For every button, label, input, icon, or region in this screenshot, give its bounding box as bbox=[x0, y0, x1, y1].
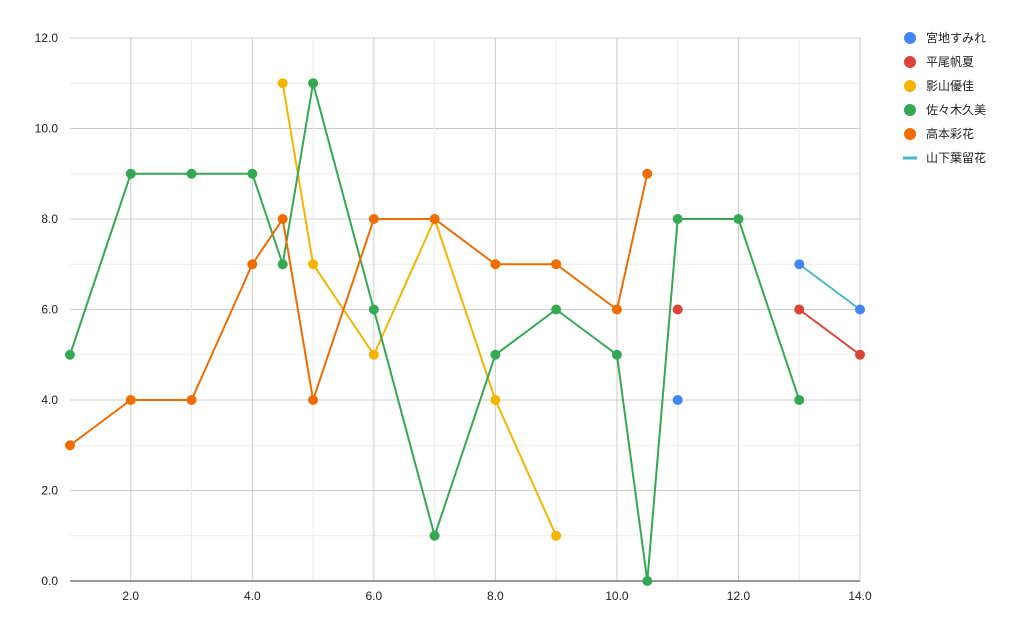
data-point-4 bbox=[642, 168, 653, 179]
legend-swatch bbox=[904, 56, 916, 68]
y-tick-label: 10.0 bbox=[35, 122, 59, 136]
y-tick-label: 4.0 bbox=[41, 393, 58, 407]
data-point-2 bbox=[308, 259, 319, 270]
legend-swatch bbox=[903, 156, 917, 160]
data-point-4 bbox=[368, 214, 379, 224]
data-point-3 bbox=[551, 304, 562, 315]
data-point-4 bbox=[125, 395, 136, 405]
series-line-2 bbox=[281, 83, 558, 537]
data-point-4 bbox=[429, 214, 440, 224]
legend-label: 山下葉留花 bbox=[926, 150, 986, 165]
x-tick-label: 10.0 bbox=[605, 589, 629, 603]
series-line-0 bbox=[798, 263, 861, 311]
series-line-4 bbox=[69, 173, 649, 447]
data-point-2 bbox=[551, 530, 562, 541]
y-tick-label: 0.0 bbox=[41, 574, 58, 588]
y-tick-label: 6.0 bbox=[41, 303, 58, 317]
legend-label: 宮地すみれ bbox=[926, 30, 986, 45]
data-point-2 bbox=[277, 78, 288, 89]
data-point-3 bbox=[65, 349, 75, 360]
data-point-4 bbox=[308, 395, 319, 405]
x-tick-label: 12.0 bbox=[727, 589, 751, 603]
data-point-4 bbox=[277, 214, 288, 224]
legend-swatch bbox=[904, 128, 916, 140]
data-point-1 bbox=[794, 304, 805, 315]
data-point-4 bbox=[611, 304, 622, 315]
data-point-3 bbox=[611, 349, 622, 360]
data-point-0 bbox=[672, 395, 683, 405]
data-point-3 bbox=[308, 78, 319, 89]
y-tick-label: 2.0 bbox=[41, 484, 58, 498]
series-line-1 bbox=[798, 308, 861, 356]
legend-label: 平尾帆夏 bbox=[926, 54, 974, 69]
tick-labels: 0.0 2.0 4.0 6.0 8.0 10.0 12.0 2.0 4.0 6.0 8.0 10.0 1… bbox=[35, 31, 872, 603]
legend-swatch bbox=[904, 104, 916, 116]
x-tick-label: 4.0 bbox=[244, 589, 261, 603]
data-point-0 bbox=[794, 259, 805, 270]
data-point-1 bbox=[855, 349, 865, 360]
y-tick-label: 8.0 bbox=[41, 212, 58, 226]
data-point-3 bbox=[642, 576, 653, 586]
data-point-4 bbox=[65, 440, 75, 451]
data-point-4 bbox=[490, 259, 501, 270]
data-point-1 bbox=[672, 304, 683, 315]
data-point-3 bbox=[490, 349, 501, 360]
x-tick-label: 6.0 bbox=[366, 589, 383, 603]
data-point-3 bbox=[277, 259, 288, 270]
data-point-3 bbox=[429, 530, 440, 541]
legend-label: 高本彩花 bbox=[926, 126, 974, 141]
legend-label: 佐々木久美 bbox=[926, 103, 986, 117]
x-tick-label: 8.0 bbox=[487, 589, 504, 603]
data-point-4 bbox=[247, 259, 258, 270]
x-tick-label: 14.0 bbox=[848, 589, 872, 603]
data-point-4 bbox=[551, 259, 562, 270]
data-point-3 bbox=[672, 214, 683, 224]
legend-swatch bbox=[904, 32, 916, 44]
legend-label: 影山優佳 bbox=[926, 79, 974, 93]
data-point-3 bbox=[125, 168, 136, 179]
data-point-3 bbox=[368, 304, 379, 315]
legend-swatch bbox=[904, 80, 916, 92]
series-lines bbox=[69, 82, 861, 582]
data-point-3 bbox=[186, 168, 197, 179]
data-point-3 bbox=[794, 395, 805, 405]
data-point-0 bbox=[855, 304, 865, 315]
x-tick-label: 2.0 bbox=[122, 589, 139, 603]
data-point-2 bbox=[490, 395, 501, 405]
y-tick-label: 12.0 bbox=[35, 31, 59, 45]
data-point-3 bbox=[247, 168, 258, 179]
data-point-3 bbox=[733, 214, 744, 224]
series-points bbox=[65, 78, 865, 586]
data-point-4 bbox=[186, 395, 197, 405]
data-point-2 bbox=[368, 349, 379, 360]
